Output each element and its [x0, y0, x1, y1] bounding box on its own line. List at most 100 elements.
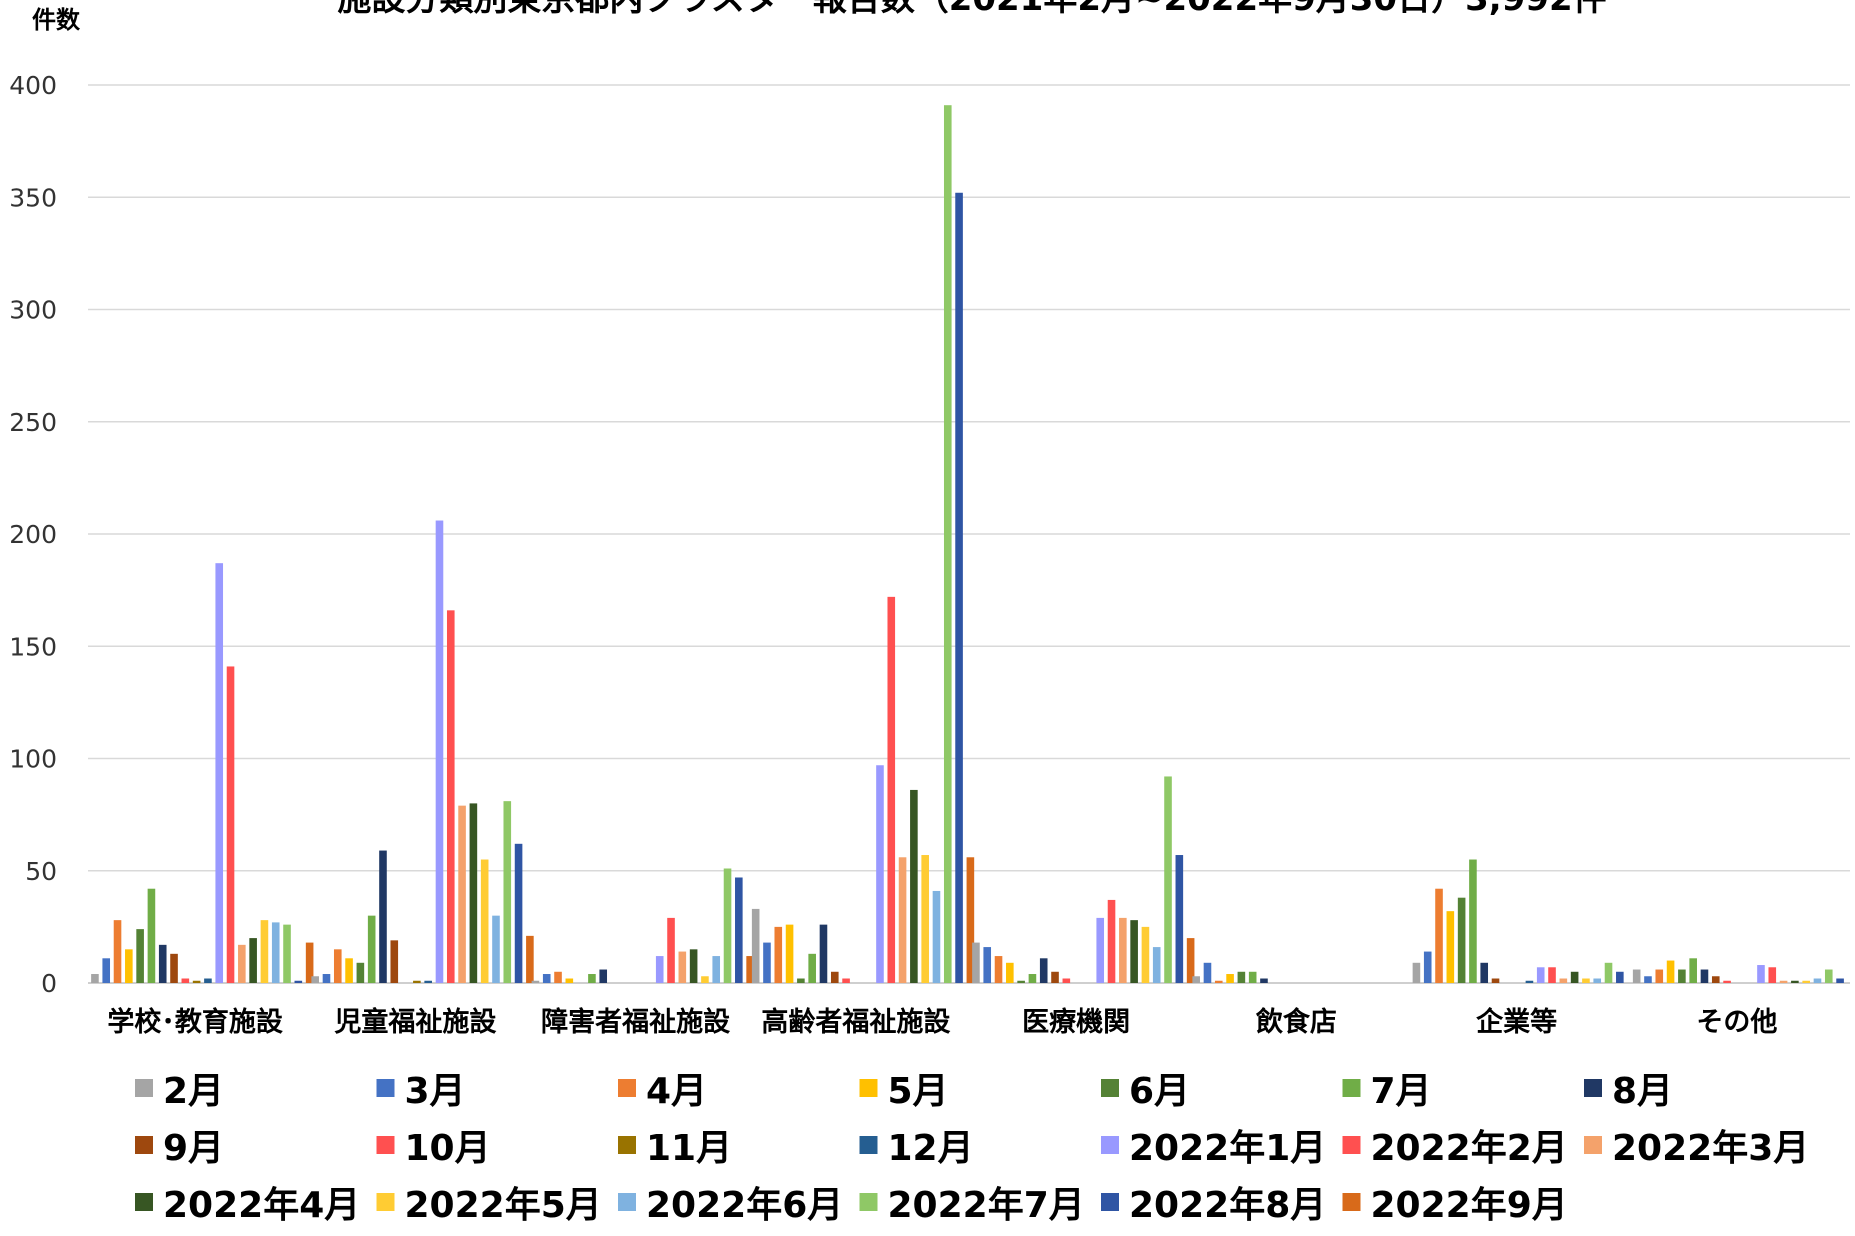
legend-label: 11月 [646, 1128, 732, 1169]
x-category-label: 障害者福祉施設 [541, 1006, 731, 1038]
bar [345, 958, 353, 983]
bar [785, 924, 794, 983]
bar [1711, 976, 1720, 983]
legend-label: 2022年2月 [1371, 1128, 1568, 1169]
bar [311, 976, 319, 983]
bar [1152, 947, 1161, 983]
bar [1632, 969, 1641, 983]
bar [1779, 980, 1788, 983]
bar [910, 789, 918, 983]
bar [1435, 888, 1443, 983]
y-tick-label: 100 [9, 745, 57, 774]
bar [1237, 971, 1246, 983]
legend-swatch [859, 1079, 878, 1097]
bar [1824, 969, 1833, 983]
bar [955, 192, 963, 983]
bar [1836, 978, 1844, 983]
legend-label: 2022年1月 [1129, 1128, 1326, 1169]
bar [1226, 974, 1234, 983]
bar [102, 958, 111, 983]
legend-swatch [376, 1136, 395, 1154]
bar [424, 980, 432, 983]
legend-swatch [135, 1193, 153, 1211]
bar [1655, 969, 1664, 983]
bar [322, 974, 331, 983]
legend-swatch [135, 1079, 153, 1097]
bar [91, 974, 99, 983]
legend-swatch [1584, 1079, 1602, 1097]
bar [808, 953, 816, 983]
bar [1119, 917, 1127, 983]
bar [238, 944, 246, 983]
bar [113, 920, 122, 983]
bar [1214, 980, 1223, 983]
bar [1164, 776, 1172, 983]
legend-swatch [618, 1079, 636, 1097]
legend-swatch [1342, 1193, 1361, 1211]
legend-swatch [1342, 1079, 1361, 1097]
bar [876, 765, 884, 983]
gridlines [88, 84, 1850, 984]
legend-swatch [859, 1193, 878, 1211]
bar [1480, 962, 1489, 983]
bar [215, 563, 224, 983]
bar [1593, 978, 1602, 983]
bar [283, 924, 291, 983]
y-tick-label: 200 [9, 520, 57, 549]
bar [469, 803, 478, 983]
bar [333, 949, 342, 983]
legend-swatch [1584, 1136, 1602, 1154]
legend-label: 2022年3月 [1612, 1128, 1809, 1169]
legend-label: 2022年9月 [1371, 1185, 1568, 1226]
bar [294, 980, 303, 983]
bar [367, 915, 376, 983]
x-category-label: その他 [1696, 1007, 1777, 1038]
bar [1491, 978, 1500, 983]
legend-label: 2022年7月 [888, 1185, 1085, 1226]
legend-swatch [859, 1136, 878, 1154]
y-tick-label: 350 [9, 183, 57, 212]
legend-label: 6月 [1129, 1071, 1190, 1112]
bar [1248, 971, 1257, 983]
legend-swatch [1101, 1079, 1119, 1097]
bar [125, 949, 133, 983]
bar [1700, 969, 1709, 983]
bar [746, 956, 754, 983]
y-tick-label: 150 [9, 632, 57, 661]
x-category-label: 高齢者福祉施設 [761, 1006, 951, 1038]
legend-label: 8月 [1612, 1071, 1673, 1112]
legend-label: 2022年5月 [405, 1185, 602, 1226]
bar [435, 520, 444, 983]
bar [390, 940, 399, 983]
bar [192, 980, 201, 983]
bar [1175, 855, 1184, 983]
legend-label: 10月 [405, 1128, 491, 1169]
bar [983, 947, 992, 983]
bar [260, 920, 269, 983]
bar [972, 942, 980, 983]
x-axis-category-labels: 学校･教育施設 児童福祉施設 障害者福祉施設 高齢者福祉施設 医療機関 飲食店 企業等 その他 [107, 1006, 1777, 1038]
y-axis-unit-label: 件数 [32, 6, 81, 34]
y-tick-label: 50 [25, 857, 57, 886]
bar [1446, 911, 1455, 983]
y-tick-label: 250 [9, 408, 57, 437]
bar [1791, 980, 1799, 983]
bar [667, 917, 675, 983]
bar [1423, 951, 1432, 983]
legend-swatch [1101, 1136, 1119, 1154]
bar [921, 855, 929, 983]
bar [763, 942, 771, 983]
legend-label: 12月 [888, 1128, 974, 1169]
bar [565, 978, 574, 983]
bar [1559, 978, 1568, 983]
x-category-label: 飲食店 [1255, 1006, 1337, 1038]
bar [689, 949, 698, 983]
bar [1768, 967, 1777, 983]
bar [774, 926, 783, 984]
bar [204, 978, 212, 983]
x-category-label: 企業等 [1476, 1006, 1557, 1038]
y-tick-label: 400 [9, 71, 57, 100]
legend-label: 2022年6月 [646, 1185, 843, 1226]
bar [678, 951, 687, 983]
